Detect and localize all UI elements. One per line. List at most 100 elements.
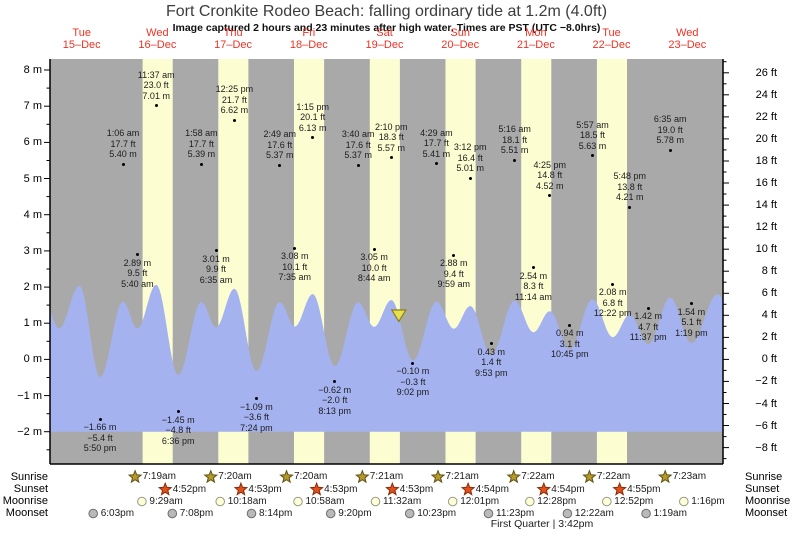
- high-tide-annotation: 11:37 am 23.0 ft 7.01 m: [138, 70, 175, 102]
- tide-feet: 18.5 ft: [579, 130, 606, 141]
- tide-event-dot: [611, 282, 615, 286]
- tide-feet: −5.4 ft: [87, 432, 113, 443]
- day-date: 15–Dec: [62, 39, 101, 51]
- tide-time: 7:24 pm: [240, 422, 273, 433]
- feet-tick-label: 12 ft: [755, 221, 777, 234]
- day-date: 19–Dec: [365, 39, 404, 51]
- tide-feet: 21.7 ft: [221, 94, 247, 105]
- sunrise-star-icon: [203, 469, 219, 484]
- tide-time: 3:40 am: [341, 129, 375, 140]
- sunrise-star-icon: [279, 469, 294, 484]
- day-of-week: Wed: [676, 27, 699, 39]
- high-tide-annotation: 5:48 pm 13.8 ft 4.21 m: [614, 171, 647, 203]
- tide-meters: 5.01 m: [456, 163, 484, 174]
- tide-meters: −1.09 m: [240, 401, 273, 412]
- tide-feet: 17.7 ft: [423, 138, 449, 149]
- low-tide-annotation: 3.08 m 10.1 ft 7:35 am: [279, 251, 312, 283]
- meter-tick-label: 5 m: [23, 172, 42, 185]
- sunset-star-icon: [536, 481, 552, 496]
- tide-time: 1:19 pm: [675, 327, 708, 338]
- tide-meters: 3.05 m: [360, 252, 388, 263]
- tide-event-dot: [232, 118, 236, 122]
- high-tide-annotation: 1:06 am 17.7 ft 5.40 m: [107, 128, 140, 160]
- sunrise-time: 7:19am: [142, 471, 176, 482]
- sunrise-time: 7:20am: [294, 471, 328, 482]
- feet-tick-label: 20 ft: [755, 132, 777, 145]
- tide-time: 2:49 am: [263, 129, 297, 140]
- meter-tick-label: 8 m: [23, 64, 42, 76]
- tide-meters: 1.54 m: [677, 306, 706, 317]
- tide-feet: 18.1 ft: [502, 134, 528, 145]
- sunset-time: 4:55pm: [627, 483, 661, 495]
- low-tide-annotation: 2.89 m 9.5 ft 5:40 am: [121, 258, 154, 290]
- meter-tick-label: −2 m: [17, 425, 42, 438]
- feet-tick-label: −6 ft: [755, 419, 777, 432]
- day-label: Tue 22–Dec: [593, 27, 631, 51]
- tide-time: 10:45 pm: [551, 349, 589, 360]
- tide-meters: 5.63 m: [578, 140, 607, 151]
- tide-meters: 5.40 m: [109, 149, 137, 160]
- tide-feet: −2.0 ft: [322, 395, 348, 406]
- tide-feet: −3.6 ft: [243, 412, 270, 423]
- tide-time: 12:25 pm: [215, 84, 254, 94]
- tide-feet: 10.1 ft: [282, 261, 308, 272]
- low-tide-annotation: 1.54 m 5.1 ft 1:19 pm: [675, 307, 708, 339]
- almanac-row-label-left: Moonset: [5, 507, 48, 519]
- page-title: Fort Cronkite Rodeo Beach: falling ordin…: [165, 3, 608, 20]
- tide-event-dot: [389, 156, 393, 160]
- high-tide-annotation: 4:29 am 17.7 ft 5.41 m: [420, 128, 453, 160]
- tide-event-dot: [293, 246, 297, 250]
- tide-meters: 0.43 m: [477, 346, 506, 357]
- sunrise-star-icon: [430, 469, 446, 484]
- tide-meters: 5.78 m: [656, 135, 684, 146]
- moon-phase-label: First Quarter | 3:42pm: [490, 518, 594, 530]
- tide-feet: 8.3 ft: [523, 281, 544, 291]
- sunrise-time: 7:22am: [521, 471, 555, 482]
- day-label: Wed 23–Dec: [668, 27, 706, 51]
- tide-time: 9:53 pm: [475, 367, 508, 378]
- tide-event-dot: [568, 323, 572, 327]
- tide-time: 1:15 pm: [296, 101, 329, 112]
- moonrise-circle-icon: [293, 496, 303, 507]
- tide-meters: 6.13 m: [298, 122, 327, 133]
- tide-meters: 3.01 m: [202, 253, 230, 264]
- almanac-row-label-left: Sunrise: [10, 470, 48, 483]
- tide-time: 1:58 am: [185, 128, 218, 139]
- tide-time: 7:35 am: [278, 272, 312, 282]
- high-tide-annotation: 5:57 am 18.5 ft 5.63 m: [576, 120, 609, 152]
- high-tide-annotation: 5:16 am 18.1 ft 5.51 m: [498, 124, 531, 156]
- tide-curve: [50, 284, 723, 432]
- tide-meters: 4.52 m: [536, 180, 564, 191]
- day-date: 16–Dec: [138, 39, 177, 51]
- tide-meters: 2.89 m: [123, 257, 152, 268]
- moonset-time: 6:03pm: [100, 507, 135, 519]
- tide-meters: −0.62 m: [318, 384, 352, 395]
- tide-feet: 9.9 ft: [205, 264, 226, 274]
- tide-meters: 4.21 m: [616, 192, 644, 203]
- feet-tick-label: 22 ft: [755, 110, 777, 123]
- tide-meters: 2.54 m: [519, 270, 548, 281]
- day-label: Sun 20–Dec: [441, 27, 479, 51]
- tide-time: 6:35 am: [653, 114, 687, 125]
- moonrise-time: 10:18am: [227, 495, 267, 507]
- tide-feet: −4.8 ft: [165, 425, 191, 436]
- tide-event-dot: [452, 253, 456, 257]
- tide-event-dot: [333, 380, 337, 384]
- tide-event-dot: [214, 249, 218, 252]
- almanac-row-label-left: Sunset: [13, 483, 48, 495]
- tide-feet: 10.0 ft: [361, 262, 387, 273]
- high-tide-annotation: 4:25 pm 14.8 ft 4.52 m: [534, 160, 567, 192]
- low-tide-annotation: −0.10 m −0.3 ft 9:02 pm: [397, 366, 430, 398]
- moonrise-circle-icon: [679, 496, 689, 507]
- tide-time: 6:35 am: [199, 274, 233, 285]
- tide-event-dot: [434, 162, 438, 166]
- tide-meters: −0.10 m: [396, 366, 430, 376]
- day-label: Mon 21–Dec: [517, 27, 555, 51]
- low-tide-annotation: 2.88 m 9.4 ft 9:59 am: [438, 258, 471, 290]
- tide-time: 8:13 pm: [318, 405, 351, 416]
- tide-meters: 0.94 m: [556, 328, 584, 339]
- tide-meters: 5.51 m: [500, 145, 529, 156]
- sunrise-star-icon: [657, 469, 673, 484]
- moonset-circle-icon: [325, 508, 336, 519]
